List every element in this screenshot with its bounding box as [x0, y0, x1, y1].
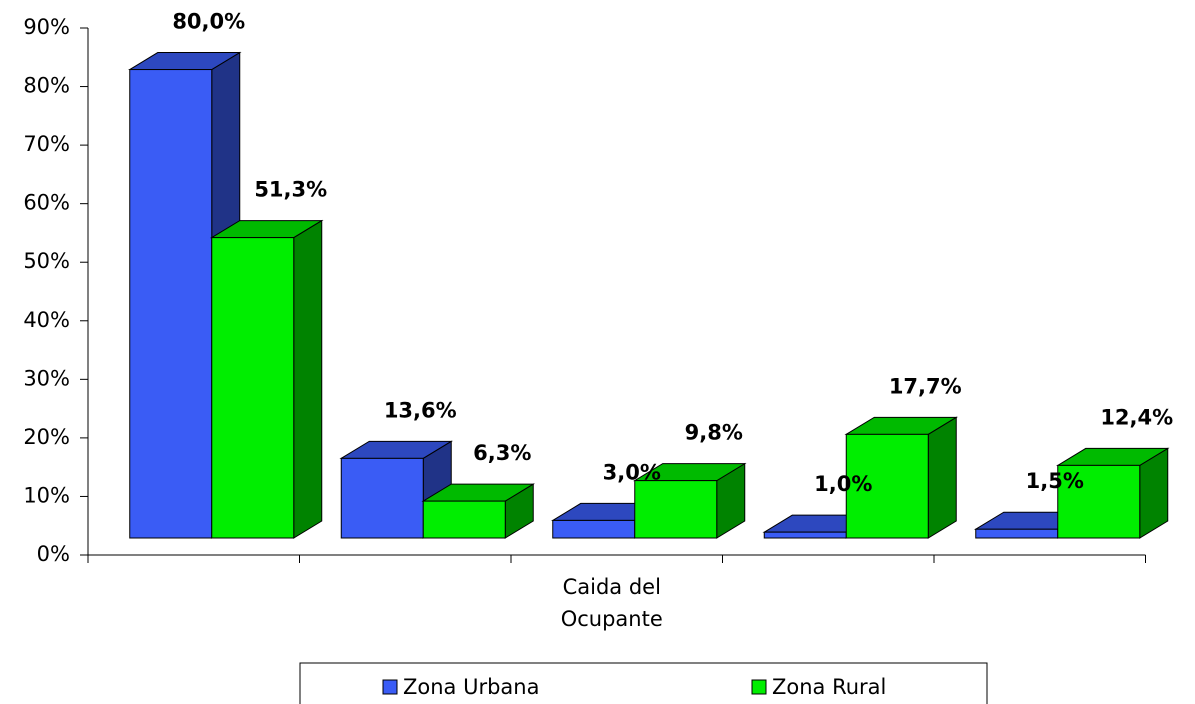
legend-label: Zona Urbana: [403, 675, 539, 699]
bar-front: [552, 519, 636, 539]
y-tick-label: 60%: [23, 191, 70, 215]
bar: [1055, 447, 1170, 539]
value-label: 12,4%: [1100, 405, 1173, 429]
bar: [844, 416, 959, 539]
legend-label: Zona Rural: [772, 675, 886, 699]
y-tick-label: 0%: [37, 542, 70, 566]
plot: [127, 51, 1170, 539]
value-label: 6,3%: [473, 441, 531, 465]
y-tick-label: 50%: [23, 249, 70, 273]
value-label: 3,0%: [603, 460, 661, 484]
legend-swatch: [382, 679, 398, 695]
value-label: 9,8%: [685, 421, 743, 445]
y-tick-label: 30%: [23, 366, 70, 390]
x-tick-label: Caida del Ocupante: [561, 575, 663, 631]
y-tick-label: 10%: [23, 483, 70, 507]
bar-side: [293, 219, 323, 539]
value-label: 1,0%: [814, 472, 872, 496]
bar: [632, 462, 747, 539]
bar-front: [763, 531, 847, 539]
y-tick-label: 90%: [23, 15, 70, 39]
bar-side: [927, 416, 957, 539]
bar-front: [975, 528, 1059, 539]
bar-front: [129, 69, 213, 539]
bar: [421, 483, 536, 539]
legend-swatch: [751, 679, 767, 695]
y-tick-label: 20%: [23, 425, 70, 449]
legend: Zona Urbana Zona Rural: [299, 662, 988, 704]
bar-front: [211, 237, 295, 539]
bar: [339, 440, 454, 539]
bar-front: [422, 500, 506, 539]
bar-front: [845, 433, 929, 539]
y-tick-label: 80%: [23, 74, 70, 98]
bar-front: [340, 457, 424, 539]
value-label: 13,6%: [384, 398, 457, 422]
bar-front: [634, 480, 718, 539]
legend-box: [299, 662, 988, 704]
value-label: 80,0%: [172, 10, 245, 34]
y-tick-label: 40%: [23, 308, 70, 332]
bar: [209, 219, 324, 539]
value-label: 17,7%: [889, 374, 962, 398]
bar-front: [1057, 464, 1141, 539]
value-label: 1,5%: [1026, 469, 1084, 493]
value-label: 51,3%: [254, 178, 327, 202]
y-tick-label: 70%: [23, 132, 70, 156]
